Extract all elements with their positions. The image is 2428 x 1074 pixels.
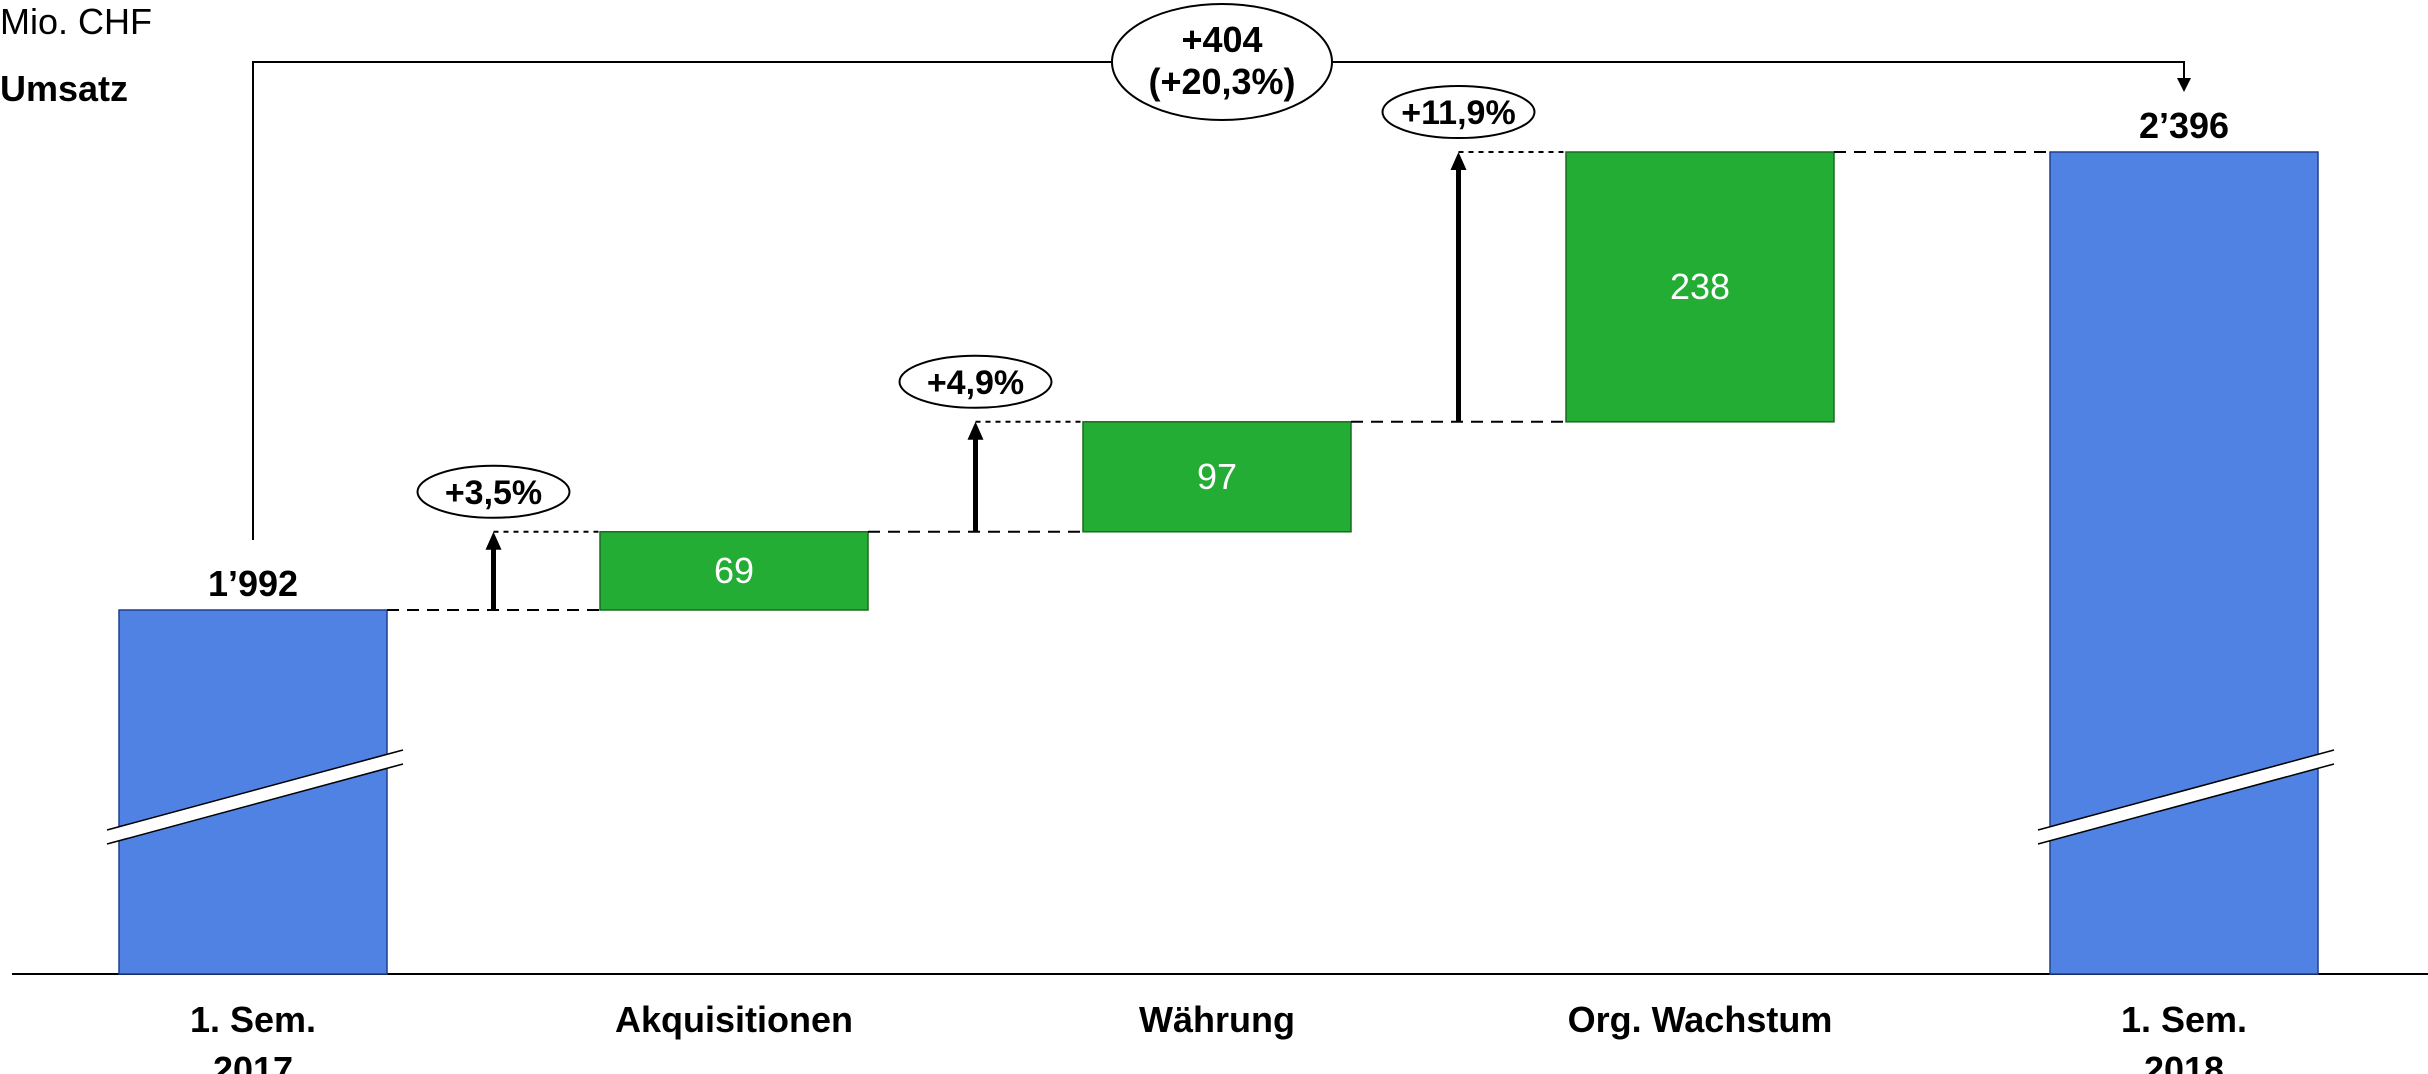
growth-label: +3,5%: [445, 474, 542, 512]
category-label: 1. Sem.: [2121, 999, 2247, 1040]
total-bar: [2049, 151, 2319, 975]
growth-oval: [416, 464, 571, 519]
axis-break-line: [106, 763, 404, 845]
delta-bar: [1565, 151, 1835, 423]
growth-arrowhead: [967, 421, 984, 440]
delta-bar: [599, 531, 869, 611]
delta-bar-label: 97: [1197, 456, 1237, 497]
growth-oval: [898, 354, 1053, 409]
chart-title: Umsatz: [0, 68, 128, 109]
total-change-value: +404: [1181, 19, 1262, 60]
growth-oval: [1381, 85, 1536, 139]
growth-label: +11,9%: [1401, 94, 1515, 132]
axis-break: [107, 750, 403, 844]
category-label: Org. Wachstum: [1568, 999, 1833, 1040]
growth-label: +4,9%: [927, 364, 1024, 402]
category-label: Akquisitionen: [615, 999, 853, 1040]
growth-arrowhead: [1450, 152, 1467, 170]
axis-break-line: [2037, 763, 2335, 845]
total-change-arrowhead: [2177, 78, 2191, 92]
delta-bar-label: 69: [714, 550, 754, 591]
delta-bar-label: 238: [1670, 266, 1730, 307]
axis-break-line: [2037, 749, 2335, 831]
axis-break: [2038, 750, 2334, 844]
unit-label: Mio. CHF: [0, 1, 152, 42]
category-label: 2018: [2144, 1049, 2224, 1074]
growth-arrowhead: [485, 531, 502, 550]
category-label: 2017: [213, 1049, 293, 1074]
axis-break-line: [106, 749, 404, 831]
plot-area: 1’992 1. Sem. 2017 69 Akquisitionen 97 Währung…: [12, 3, 2428, 1074]
total-bar-label: 2’396: [2139, 105, 2229, 146]
total-bar-label: 1’992: [208, 563, 298, 604]
total-change-percent: (+20,3%): [1148, 61, 1295, 102]
delta-bar: [1082, 421, 1352, 533]
category-label: 1. Sem.: [190, 999, 316, 1040]
total-change-oval: [1111, 3, 1333, 121]
category-label: Währung: [1139, 999, 1295, 1040]
